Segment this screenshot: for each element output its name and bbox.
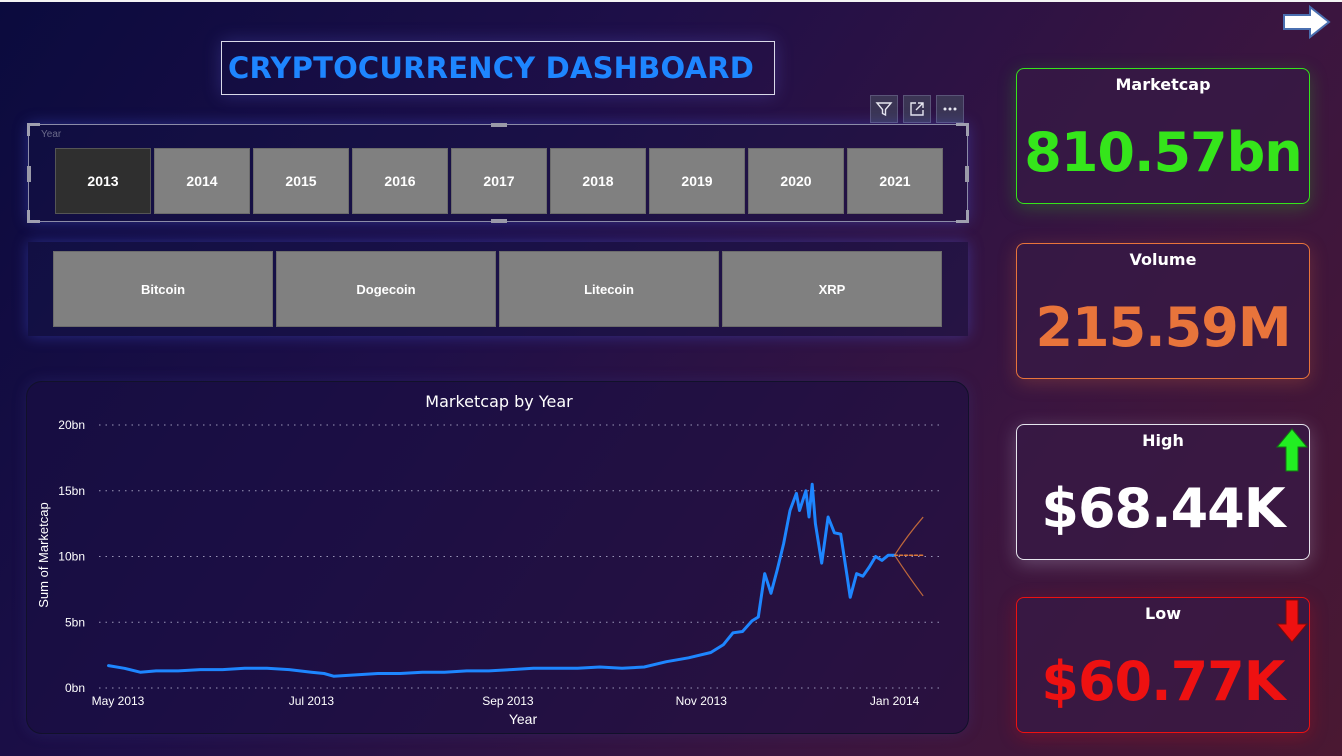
low-value: $60.77K [1041, 650, 1285, 713]
marketcap-series-line [107, 482, 897, 678]
x-tick-label: Jan 2014 [870, 694, 920, 708]
resize-corner-top-right[interactable] [956, 123, 969, 136]
year-slicer-caption: Year [41, 129, 62, 140]
year-option-2019[interactable]: 2019 [649, 148, 745, 214]
coin-option-dogecoin[interactable]: Dogecoin [276, 251, 496, 327]
up-arrow-icon [1275, 428, 1309, 472]
coin-option-bitcoin[interactable]: Bitcoin [53, 251, 273, 327]
coin-slicer: Bitcoin Dogecoin Litecoin XRP [28, 242, 968, 336]
low-label: Low [1145, 604, 1181, 623]
high-label: High [1142, 431, 1184, 450]
coin-option-litecoin[interactable]: Litecoin [499, 251, 719, 327]
window-top-border [0, 0, 1342, 2]
year-option-2017[interactable]: 2017 [451, 148, 547, 214]
high-card: High $68.44K [1016, 424, 1310, 560]
marketcap-card: Marketcap 810.57bn [1016, 68, 1310, 204]
forward-arrow-icon[interactable] [1282, 4, 1332, 40]
y-tick-label: 10bn [58, 550, 85, 564]
y-tick-label: 0bn [65, 681, 85, 695]
year-option-2015[interactable]: 2015 [253, 148, 349, 214]
x-tick-label: Jul 2013 [289, 694, 335, 708]
down-arrow-icon [1275, 599, 1309, 643]
resize-corner-top-left[interactable] [27, 123, 40, 136]
dashboard-title-box: CRYPTOCURRENCY DASHBOARD [221, 41, 775, 95]
resize-handle-left[interactable] [27, 166, 31, 182]
high-value: $68.44K [1041, 477, 1285, 540]
visual-header-toolbar [870, 95, 964, 123]
dashboard-title: CRYPTOCURRENCY DASHBOARD [228, 51, 754, 85]
resize-handle-right[interactable] [965, 166, 969, 182]
more-options-icon[interactable] [936, 95, 964, 123]
resize-handle-top[interactable] [491, 123, 507, 127]
forecast-band-lower [894, 554, 924, 597]
volume-value: 215.59M [1035, 296, 1291, 359]
year-slicer: Year 2013 2014 2015 2016 2017 2018 2019 … [27, 123, 969, 223]
y-tick-label: 5bn [65, 615, 85, 629]
marketcap-label: Marketcap [1115, 75, 1211, 94]
year-option-2014[interactable]: 2014 [154, 148, 250, 214]
low-card: Low $60.77K [1016, 597, 1310, 733]
y-tick-label: 20bn [58, 418, 85, 432]
resize-corner-bottom-left[interactable] [27, 210, 40, 223]
marketcap-chart-panel: Marketcap by Year Sum of Marketcap Year … [26, 381, 969, 734]
marketcap-value: 810.57bn [1024, 121, 1302, 184]
year-option-2016[interactable]: 2016 [352, 148, 448, 214]
filter-icon[interactable] [870, 95, 898, 123]
volume-label: Volume [1129, 250, 1197, 269]
chart-title: Marketcap by Year [425, 392, 573, 411]
x-tick-label: Sep 2013 [482, 694, 534, 708]
volume-card: Volume 215.59M [1016, 243, 1310, 379]
forecast-band-upper [894, 516, 924, 556]
x-tick-label: Nov 2013 [676, 694, 728, 708]
x-tick-label: May 2013 [92, 694, 145, 708]
y-tick-label: 15bn [58, 484, 85, 498]
x-axis-label: Year [509, 711, 538, 727]
resize-corner-bottom-right[interactable] [956, 210, 969, 223]
marketcap-line-chart: Marketcap by Year Sum of Marketcap Year … [36, 392, 939, 727]
y-axis-label: Sum of Marketcap [36, 502, 51, 608]
focus-mode-icon[interactable] [903, 95, 931, 123]
year-option-2018[interactable]: 2018 [550, 148, 646, 214]
year-option-2013[interactable]: 2013 [55, 148, 151, 214]
coin-option-xrp[interactable]: XRP [722, 251, 942, 327]
year-option-2021[interactable]: 2021 [847, 148, 943, 214]
resize-handle-bottom[interactable] [491, 219, 507, 223]
year-option-2020[interactable]: 2020 [748, 148, 844, 214]
